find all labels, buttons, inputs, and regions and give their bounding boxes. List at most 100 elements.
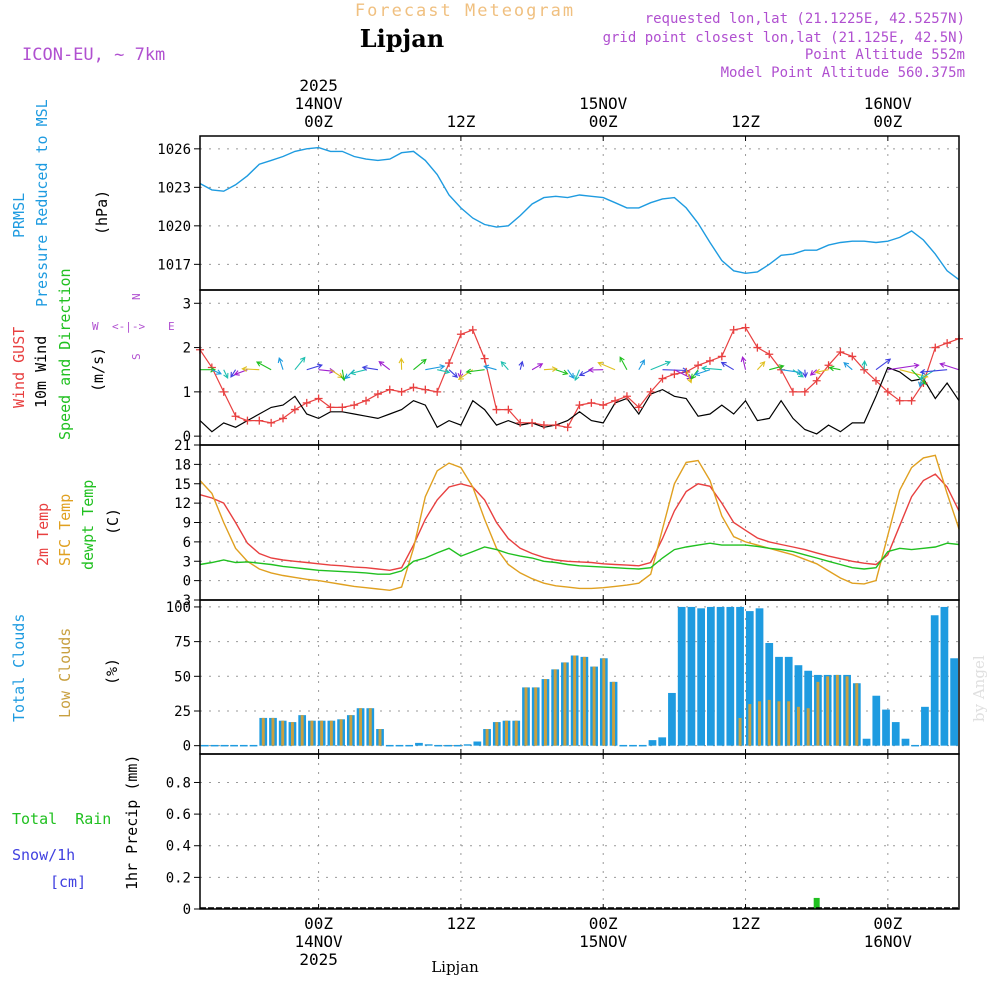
time-label-top: 2025 — [299, 76, 338, 95]
wind-arrow — [241, 366, 260, 372]
gust-marker — [575, 401, 584, 410]
wind-arrow — [211, 369, 223, 375]
total-cloud-bar — [415, 742, 423, 746]
low-cloud-bar — [368, 708, 372, 746]
low-cloud-bar — [612, 681, 616, 746]
total-cloud-bar — [677, 606, 686, 746]
total-cloud-bar — [755, 608, 764, 746]
y-tick-label: 21 — [174, 438, 191, 454]
low-cloud-bar — [310, 720, 314, 746]
y-tick-label: 0.2 — [166, 870, 191, 886]
low-cloud-bar — [339, 719, 343, 746]
wind-arrow — [294, 356, 306, 371]
snow-unit-label: [cm] — [50, 873, 86, 891]
temp-unit: (C) — [104, 508, 122, 535]
y-tick-label: 75 — [174, 635, 191, 651]
pressure-label-a: PRMSL — [10, 193, 28, 238]
super-title: Forecast Meteogram — [355, 1, 575, 21]
wind-label: 10m Wind — [32, 336, 50, 408]
rain-bar — [813, 897, 820, 909]
wind-arrow — [587, 367, 604, 373]
gust-marker — [836, 348, 845, 356]
wind-arrow — [574, 369, 581, 382]
time-label-top: 12Z — [446, 112, 475, 131]
low-cloud-bar — [738, 717, 742, 746]
gust-label: Wind GUST — [10, 327, 28, 408]
time-label-bottom: 00Z — [589, 914, 618, 933]
y-tick-label: 2 — [183, 341, 191, 357]
wind-arrow — [720, 361, 734, 371]
compass-rose: N S W E <-|-> — [92, 293, 175, 360]
gust-marker — [504, 405, 513, 414]
total-cloud-bar — [930, 615, 939, 746]
watermark: by Angel — [970, 655, 988, 722]
requested-coords: requested lon,lat (21.1225E, 42.5257N) — [645, 11, 965, 27]
wind-arrow — [349, 369, 367, 376]
wind-arrow — [939, 362, 960, 371]
wind-arrow — [531, 363, 544, 371]
total-cloud-bar — [794, 665, 803, 746]
low-cloud-bar — [505, 720, 508, 746]
gust-marker — [729, 325, 738, 334]
wind-arrow — [306, 363, 323, 371]
wind-line — [199, 366, 960, 435]
low-cloud-bar — [777, 701, 781, 746]
wind-arrow — [861, 360, 868, 370]
y-tick-label: 0 — [183, 739, 191, 755]
wind-arrow — [378, 360, 391, 371]
low-cloud-bar — [281, 720, 285, 746]
gust-marker — [800, 387, 809, 396]
compass-e: E — [168, 320, 175, 333]
y-tick-label: 15 — [174, 477, 191, 493]
wind-arrow — [361, 365, 378, 371]
wind-arrow — [828, 365, 841, 372]
low-cloud-bar — [787, 701, 791, 746]
low-cloud-bar — [767, 699, 771, 746]
total-cloud-bar — [463, 744, 472, 746]
gust-marker — [350, 401, 359, 410]
gust-marker — [373, 390, 382, 399]
gust-marker — [658, 374, 667, 383]
snow-label: Snow/1h — [12, 846, 75, 864]
gust-marker — [468, 325, 477, 334]
y-tick-label: 1020 — [157, 219, 191, 235]
cloud-unit: (%) — [103, 658, 121, 685]
total-cloud-bar — [424, 744, 433, 746]
low-cloud-bar — [534, 687, 538, 746]
gust-marker — [563, 423, 572, 432]
gust-marker — [895, 396, 904, 405]
gust-marker — [646, 387, 655, 396]
low-cloud-bar — [845, 676, 849, 746]
wind-arrow — [483, 364, 497, 371]
low-cloud-bar — [329, 720, 333, 746]
low-cloud-bar — [573, 655, 577, 746]
time-label-bottom: 00Z — [873, 914, 902, 933]
total-cloud-bar — [940, 606, 949, 746]
panel-frame — [199, 753, 960, 910]
low-cloud-bar — [290, 722, 294, 746]
total-cloud-bar — [687, 606, 696, 746]
gust-marker — [931, 343, 940, 352]
total-cloud-bar — [745, 611, 754, 746]
panel-frame — [199, 135, 960, 291]
total-cloud-bar — [921, 706, 929, 746]
low-cloud-bar — [748, 704, 752, 746]
total-cloud-bar — [882, 709, 890, 746]
gust-marker — [290, 405, 299, 414]
low-cloud-bar — [378, 729, 382, 746]
wind-arrow — [843, 361, 853, 371]
compass-arrow: <-|-> — [112, 320, 145, 333]
sfc-temp-line — [199, 454, 960, 592]
total-cloud-bar — [707, 606, 715, 746]
low-cloud-bar — [271, 717, 275, 746]
gust-marker — [516, 418, 525, 427]
total-cloud-bar — [872, 695, 881, 746]
gust-marker — [871, 376, 880, 385]
gust-marker — [302, 398, 311, 407]
gust-marker — [622, 392, 631, 401]
y-tick-label: 0 — [183, 429, 191, 445]
wind-arrow — [911, 369, 927, 385]
time-label-top: 00Z — [873, 112, 902, 131]
wind-arrow — [543, 366, 558, 372]
low-cloud-bar — [826, 676, 830, 746]
